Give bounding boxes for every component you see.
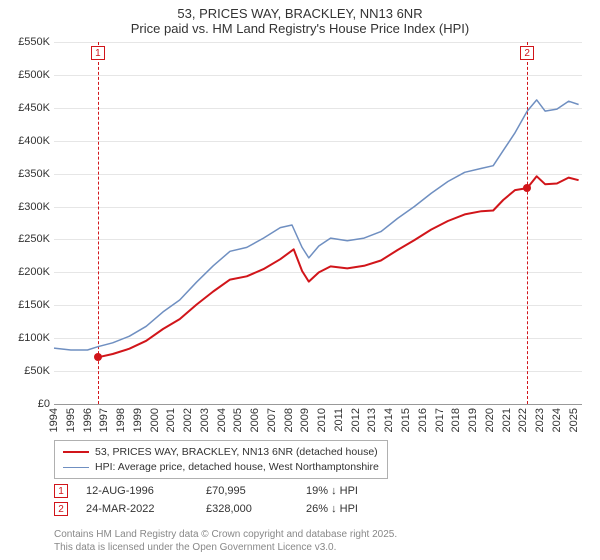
event-row-marker: 1 xyxy=(54,484,68,498)
x-tick-label: 2020 xyxy=(484,408,496,432)
x-tick-label: 2001 xyxy=(165,408,177,432)
x-tick-label: 2008 xyxy=(283,408,295,432)
credit-line-2: This data is licensed under the Open Gov… xyxy=(54,542,336,553)
x-tick-label: 1996 xyxy=(82,408,94,432)
y-tick-label: £450K xyxy=(2,102,50,114)
legend-label: HPI: Average price, detached house, West… xyxy=(95,460,379,475)
x-tick-label: 2014 xyxy=(383,408,395,432)
y-tick-label: £200K xyxy=(2,266,50,278)
x-tick-label: 2015 xyxy=(400,408,412,432)
legend-swatch xyxy=(63,451,89,453)
x-tick-label: 2012 xyxy=(350,408,362,432)
event-date: 24-MAR-2022 xyxy=(86,503,206,515)
x-tick-label: 2018 xyxy=(450,408,462,432)
x-tick-label: 2000 xyxy=(149,408,161,432)
events-table: 1 12-AUG-1996£70,99519% ↓ HPI 2 24-MAR-2022… xyxy=(54,482,426,518)
y-tick-label: £300K xyxy=(2,201,50,213)
gridline xyxy=(54,404,582,405)
y-tick-label: £0 xyxy=(2,398,50,410)
x-tick-label: 2022 xyxy=(517,408,529,432)
legend-item-price-paid: 53, PRICES WAY, BRACKLEY, NN13 6NR (deta… xyxy=(63,445,379,460)
x-tick-label: 1998 xyxy=(115,408,127,432)
event-row-marker: 2 xyxy=(54,502,68,516)
event-price: £328,000 xyxy=(206,503,306,515)
series-line xyxy=(98,176,579,357)
y-tick-label: £100K xyxy=(2,332,50,344)
x-tick-label: 2003 xyxy=(199,408,211,432)
x-tick-label: 2002 xyxy=(182,408,194,432)
event-delta: 19% ↓ HPI xyxy=(306,485,426,497)
x-tick-label: 1995 xyxy=(65,408,77,432)
y-tick-label: £50K xyxy=(2,365,50,377)
x-tick-label: 2013 xyxy=(366,408,378,432)
event-delta: 26% ↓ HPI xyxy=(306,503,426,515)
x-tick-label: 2010 xyxy=(316,408,328,432)
x-tick-label: 2017 xyxy=(434,408,446,432)
legend-item-hpi: HPI: Average price, detached house, West… xyxy=(63,460,379,475)
x-tick-label: 2009 xyxy=(299,408,311,432)
x-tick-label: 1997 xyxy=(98,408,110,432)
y-tick-label: £400K xyxy=(2,135,50,147)
x-tick-label: 2019 xyxy=(467,408,479,432)
x-tick-label: 2023 xyxy=(534,408,546,432)
chart-container: 53, PRICES WAY, BRACKLEY, NN13 6NR Price… xyxy=(0,0,600,560)
event-row: 2 24-MAR-2022£328,00026% ↓ HPI xyxy=(54,500,426,518)
series-lines xyxy=(54,42,582,404)
title-line-2: Price paid vs. HM Land Registry's House … xyxy=(0,21,600,36)
x-tick-label: 2024 xyxy=(551,408,563,432)
event-date: 12-AUG-1996 xyxy=(86,485,206,497)
x-tick-label: 2025 xyxy=(568,408,580,432)
x-tick-label: 1999 xyxy=(132,408,144,432)
title-block: 53, PRICES WAY, BRACKLEY, NN13 6NR Price… xyxy=(0,0,600,38)
y-tick-label: £150K xyxy=(2,299,50,311)
y-tick-label: £550K xyxy=(2,36,50,48)
x-tick-label: 2016 xyxy=(417,408,429,432)
chart-plot-area: £0£50K£100K£150K£200K£250K£300K£350K£400… xyxy=(54,42,582,404)
x-tick-label: 2007 xyxy=(266,408,278,432)
credit: Contains HM Land Registry data © Crown c… xyxy=(54,529,397,554)
event-price: £70,995 xyxy=(206,485,306,497)
y-tick-label: £250K xyxy=(2,233,50,245)
title-line-1: 53, PRICES WAY, BRACKLEY, NN13 6NR xyxy=(0,6,600,21)
y-tick-label: £500K xyxy=(2,69,50,81)
credit-line-1: Contains HM Land Registry data © Crown c… xyxy=(54,529,397,540)
legend-swatch xyxy=(63,467,89,468)
y-tick-label: £350K xyxy=(2,168,50,180)
legend-label: 53, PRICES WAY, BRACKLEY, NN13 6NR (deta… xyxy=(95,445,378,460)
x-tick-label: 2005 xyxy=(232,408,244,432)
series-line xyxy=(54,100,579,350)
x-tick-label: 2011 xyxy=(333,408,345,432)
x-tick-label: 2021 xyxy=(501,408,513,432)
x-tick-label: 1994 xyxy=(48,408,60,432)
event-row: 1 12-AUG-1996£70,99519% ↓ HPI xyxy=(54,482,426,500)
legend: 53, PRICES WAY, BRACKLEY, NN13 6NR (deta… xyxy=(54,440,388,479)
x-tick-label: 2006 xyxy=(249,408,261,432)
x-tick-label: 2004 xyxy=(216,408,228,432)
